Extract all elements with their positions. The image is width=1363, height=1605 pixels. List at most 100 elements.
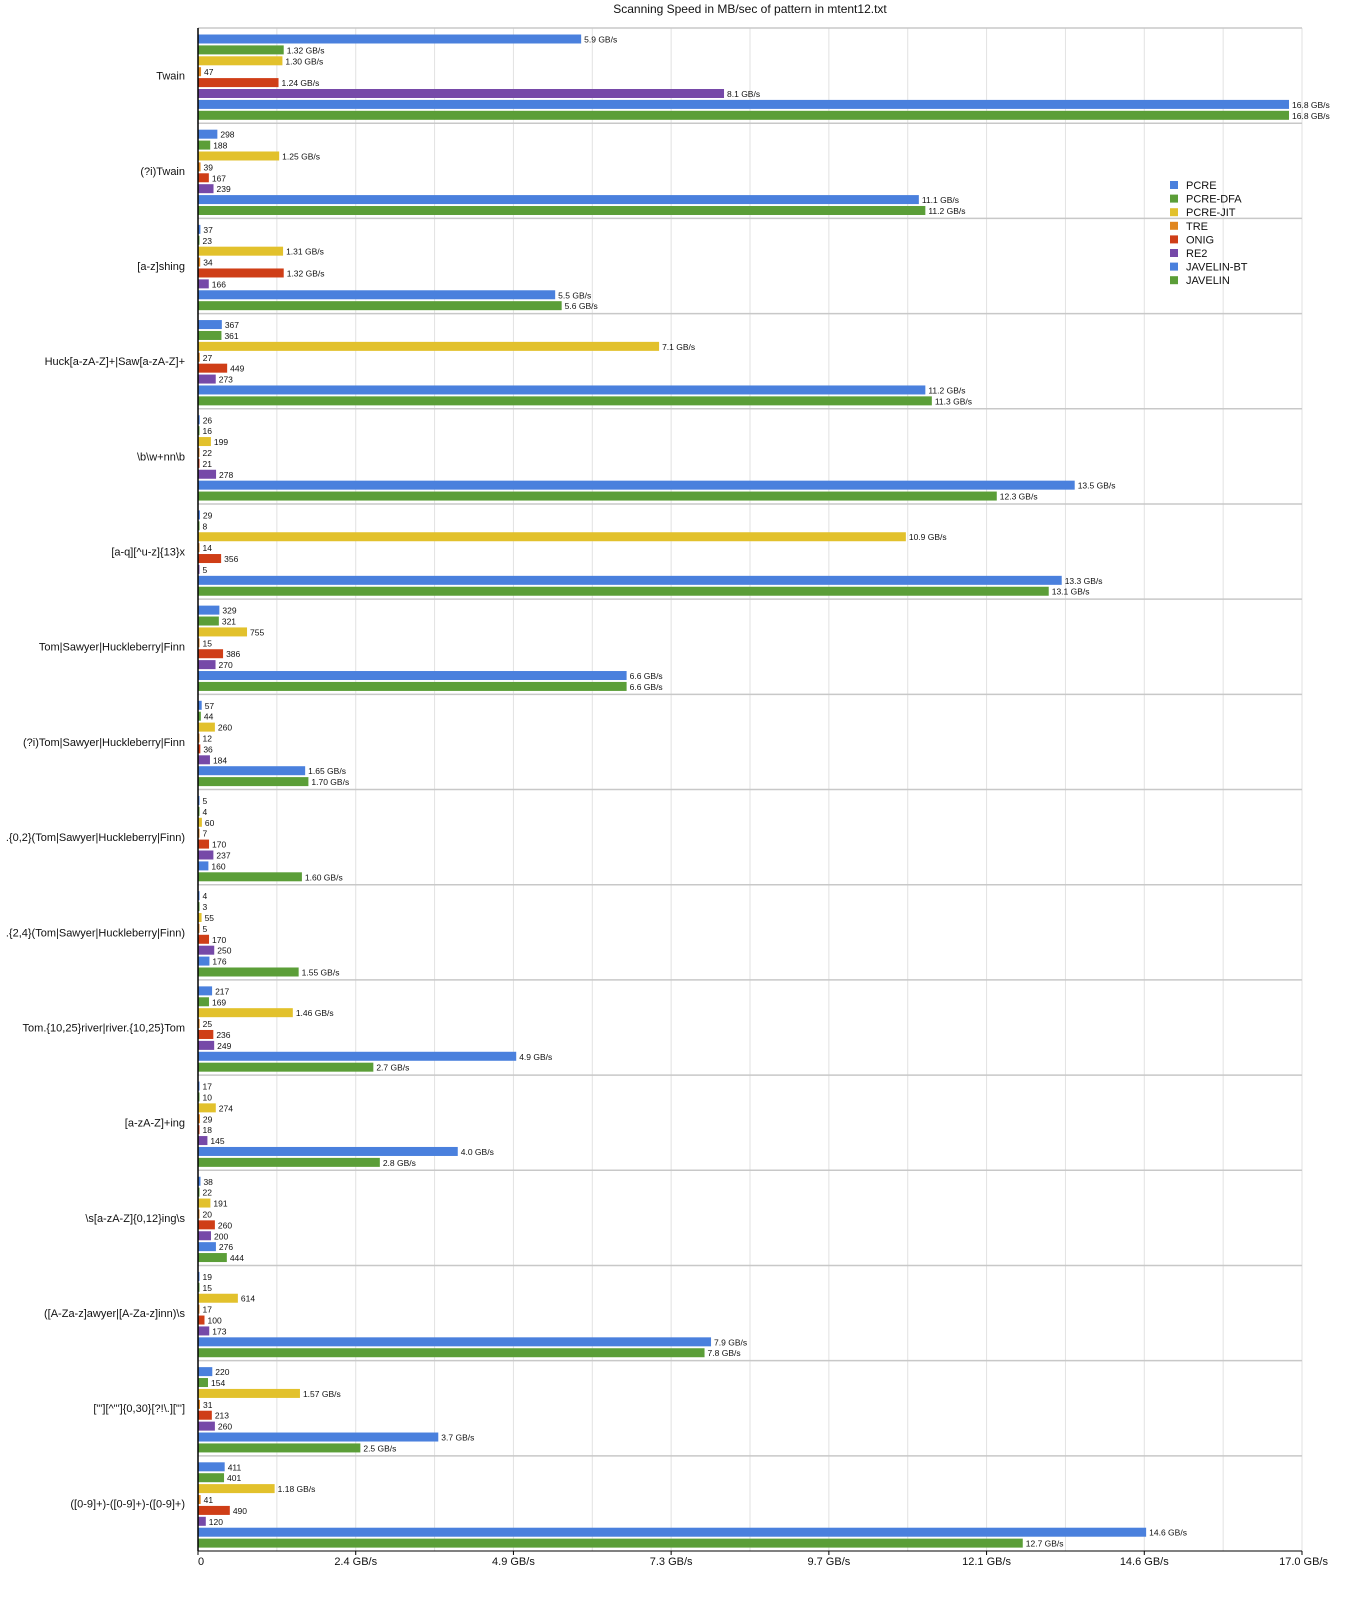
data-label: 217 <box>215 986 229 996</box>
data-label: 6.6 GB/s <box>630 682 663 692</box>
data-label: 199 <box>214 437 228 447</box>
bar-pcre <box>198 415 200 425</box>
category-label: ([A-Za-z]awyer|[A-Za-z]inn)\s <box>44 1308 185 1320</box>
bar-re2 <box>198 1421 215 1431</box>
data-label: 166 <box>212 279 226 289</box>
legend-label: PCRE-JIT <box>1186 207 1236 219</box>
bar-pcre-jit <box>198 1484 275 1494</box>
bar-javelin <box>198 396 932 406</box>
bar-pcre-dfa <box>198 140 211 150</box>
bar-javelin-bt <box>198 1527 1147 1537</box>
data-label: 3.7 GB/s <box>441 1433 474 1443</box>
data-label: 13.3 GB/s <box>1065 576 1103 586</box>
category-label: ["'][^"']{0,30}[?!\.]["'] <box>93 1403 185 1415</box>
data-label: 12.7 GB/s <box>1026 1539 1064 1549</box>
data-label: 31 <box>203 1400 213 1410</box>
x-tick-label: 14.6 GB/s <box>1120 1556 1169 1568</box>
data-label: 19 <box>203 1272 213 1282</box>
data-label: 7 <box>203 829 208 839</box>
bar-onig <box>198 1315 205 1325</box>
bar-javelin-bt <box>198 1146 458 1156</box>
data-label: 449 <box>230 364 244 374</box>
bar-tre <box>198 1114 200 1124</box>
bar-tre <box>198 257 201 267</box>
legend-swatch <box>1170 276 1178 285</box>
data-label: 16.8 GB/s <box>1292 111 1330 121</box>
data-label: 237 <box>216 851 230 861</box>
data-label: 55 <box>205 913 215 923</box>
data-label: 367 <box>225 320 239 330</box>
category-label: .{2,4}(Tom|Sawyer|Huckleberry|Finn) <box>6 927 185 939</box>
data-label: 17 <box>203 1082 213 1092</box>
bar-javelin-bt <box>198 480 1075 490</box>
bar-javelin-bt <box>198 1432 439 1442</box>
bar-pcre-jit <box>198 1198 211 1208</box>
legend-label: PCRE-DFA <box>1186 194 1242 206</box>
bar-tre <box>198 162 201 172</box>
category-label: (?i)Twain <box>140 166 185 178</box>
data-label: 188 <box>213 141 227 151</box>
bar-javelin-bt <box>198 385 926 395</box>
bar-re2 <box>198 279 209 289</box>
category-label: [a-z]shing <box>137 261 185 273</box>
legend-label: RE2 <box>1186 248 1207 260</box>
bar-javelin <box>198 1443 361 1453</box>
data-label: 13.1 GB/s <box>1052 587 1090 597</box>
data-label: 1.55 GB/s <box>302 967 340 977</box>
data-label: 11.2 GB/s <box>928 385 965 395</box>
data-label: 29 <box>203 510 213 520</box>
data-label: 356 <box>224 554 238 564</box>
data-label: 13.5 GB/s <box>1078 481 1116 491</box>
chart-title: Scanning Speed in MB/sec of pattern in m… <box>613 2 887 16</box>
bar-pcre-jit <box>198 1388 300 1398</box>
bar-onig <box>198 1220 215 1230</box>
data-label: 4 <box>203 807 208 817</box>
data-label: 236 <box>216 1030 230 1040</box>
category-label: \s[a-zA-Z]{0,12}ing\s <box>85 1213 185 1225</box>
category-label: Tom.{10,25}river|river.{10,25}Tom <box>23 1022 185 1034</box>
data-label: 170 <box>212 935 226 945</box>
bar-javelin <box>198 681 627 691</box>
bar-pcre <box>198 986 213 996</box>
bar-javelin <box>198 110 1290 120</box>
data-label: 1.70 GB/s <box>311 777 349 787</box>
category-label: [a-q][^u-z]{13}x <box>111 547 185 559</box>
data-label: 239 <box>217 184 231 194</box>
data-label: 8.1 GB/s <box>727 89 760 99</box>
data-label: 614 <box>241 1294 255 1304</box>
bar-javelin-bt <box>198 1051 517 1061</box>
data-label: 5 <box>203 796 208 806</box>
data-label: 191 <box>213 1199 227 1209</box>
data-label: 2.7 GB/s <box>376 1063 409 1073</box>
bar-javelin <box>198 586 1049 596</box>
legend-swatch <box>1170 181 1178 189</box>
data-label: 1.25 GB/s <box>282 151 320 161</box>
bar-javelin-bt <box>198 956 210 966</box>
bar-pcre <box>198 1462 225 1472</box>
legend-label: JAVELIN-BT <box>1186 262 1248 274</box>
data-label: 220 <box>215 1367 229 1377</box>
bar-javelin-bt <box>198 766 306 776</box>
bar-pcre <box>198 1367 213 1377</box>
bar-javelin <box>198 1253 227 1263</box>
data-label: 276 <box>219 1242 233 1252</box>
data-label: 16 <box>203 426 213 436</box>
data-label: 21 <box>203 459 213 469</box>
data-label: 321 <box>222 617 236 627</box>
data-label: 36 <box>203 744 213 754</box>
data-label: 298 <box>220 130 234 140</box>
data-label: 1.31 GB/s <box>286 247 324 257</box>
data-label: 60 <box>205 818 215 828</box>
data-label: 278 <box>219 470 233 480</box>
category-label: Twain <box>156 71 185 83</box>
data-label: 12 <box>203 734 213 744</box>
data-label: 14 <box>203 543 213 553</box>
data-label: 1.24 GB/s <box>282 78 320 88</box>
data-label: 29 <box>203 1114 213 1124</box>
data-label: 22 <box>203 1188 213 1198</box>
